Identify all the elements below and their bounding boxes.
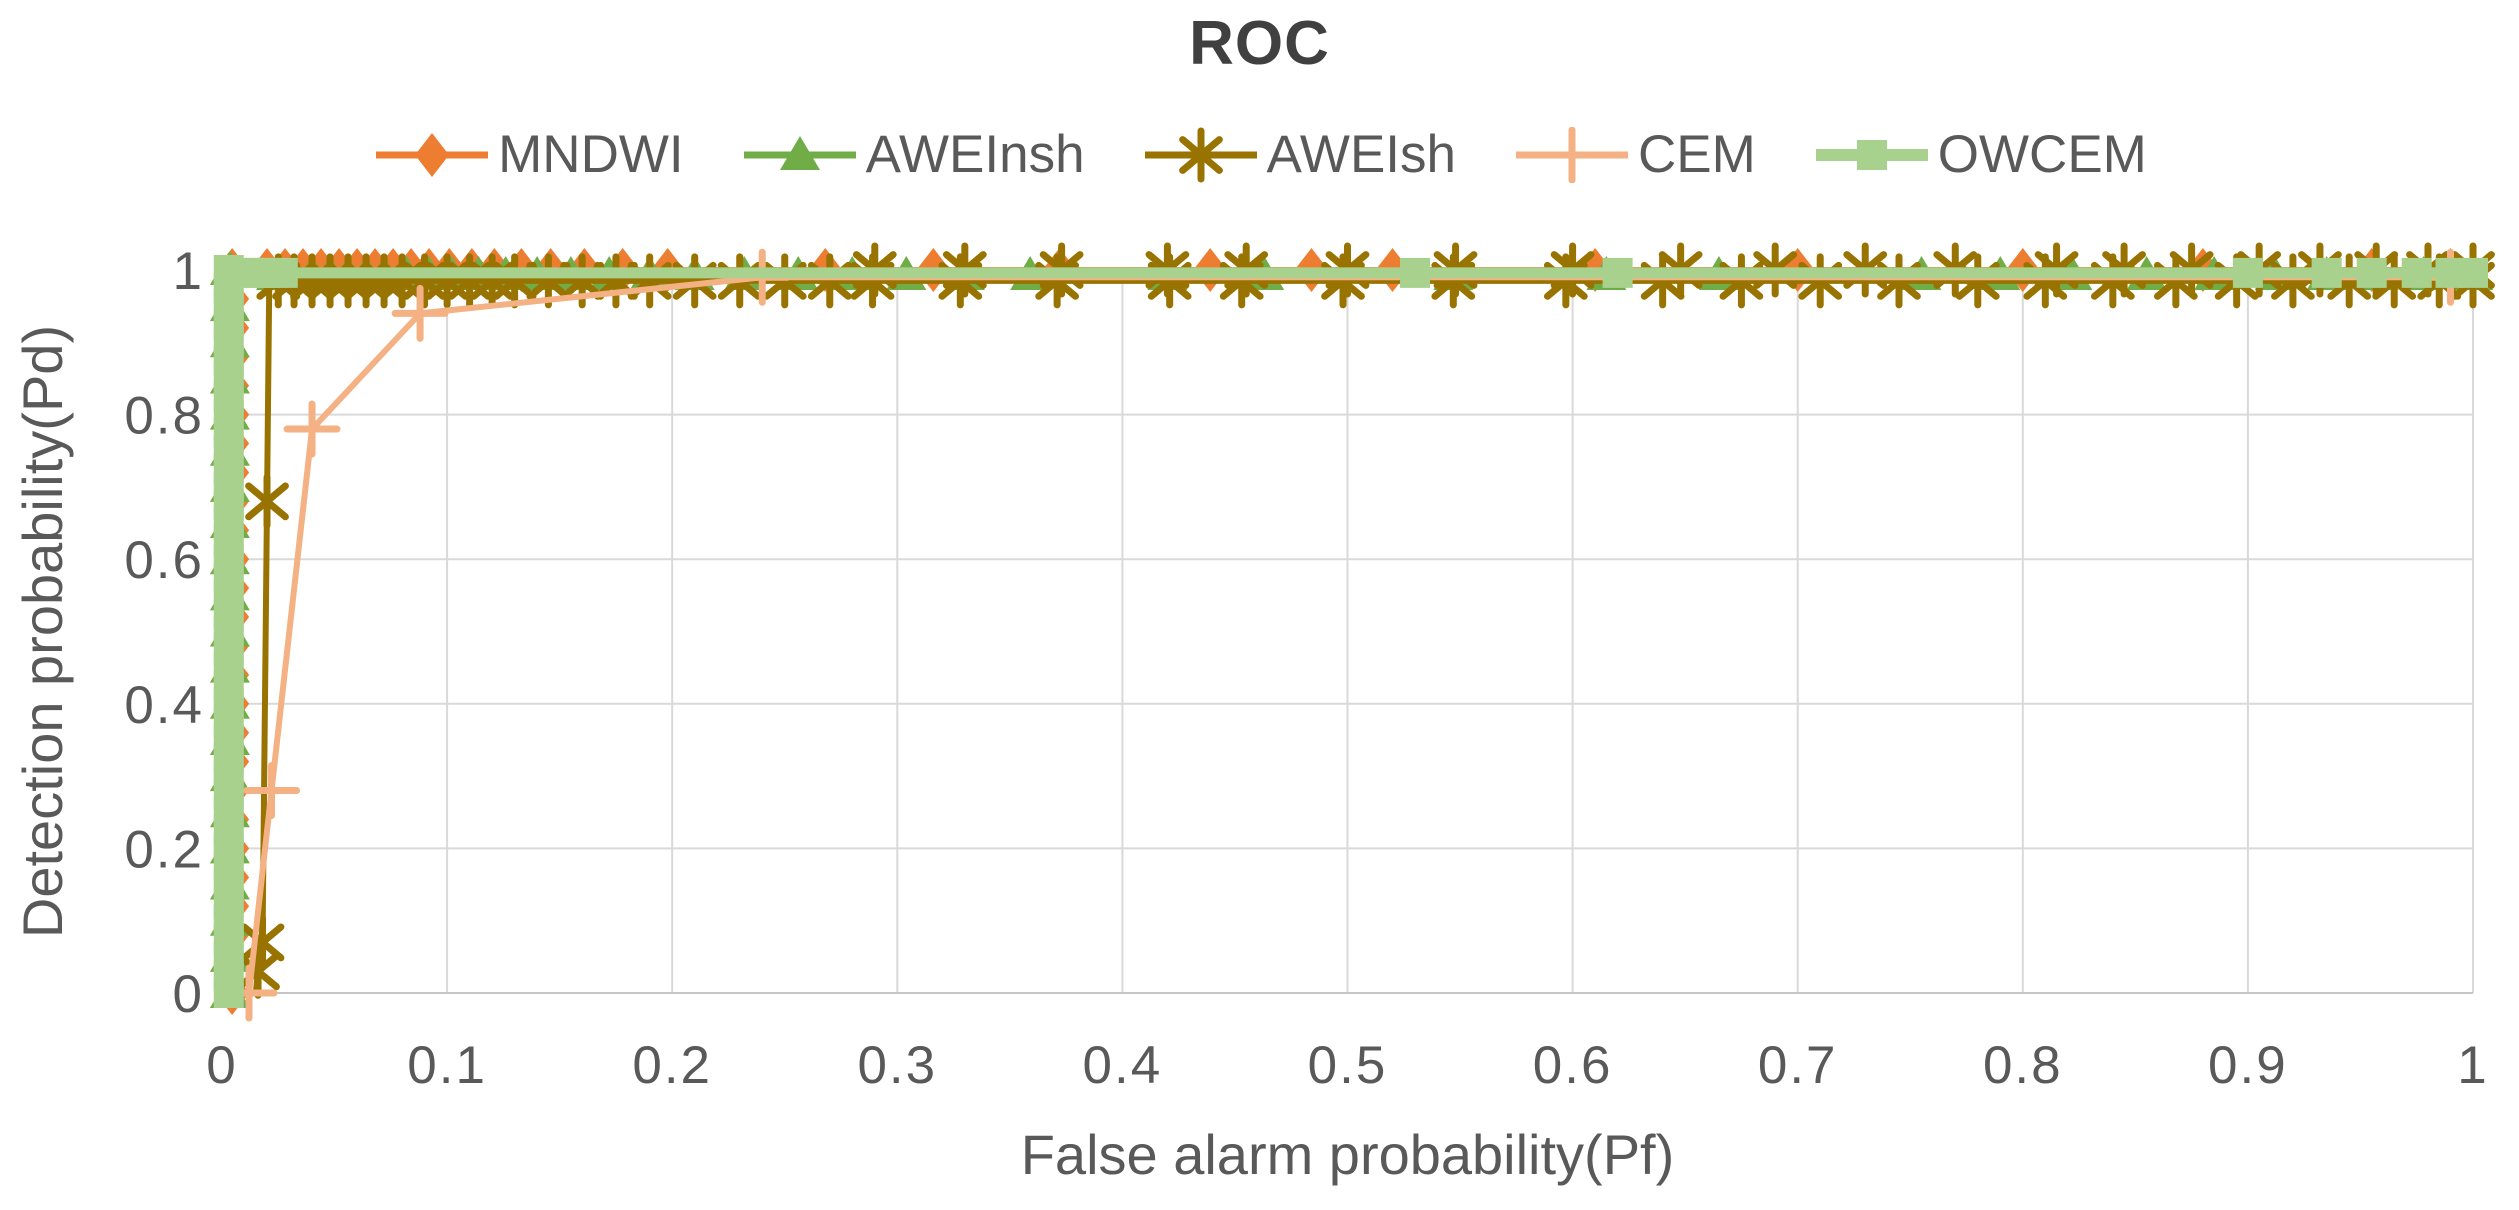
- square-marker: [267, 257, 298, 288]
- legend-label: AWEInsh: [865, 125, 1085, 184]
- series-line-mndwi: [229, 267, 2473, 993]
- legend-label: CEM: [1638, 125, 1756, 184]
- legend-item-aweinsh: AWEInsh: [740, 124, 1085, 185]
- series-line-aweish: [252, 277, 2473, 994]
- y-tick-label: 1: [173, 242, 204, 301]
- square-marker: [1400, 257, 1431, 288]
- square-marker: [2401, 257, 2432, 288]
- y-tick-label: 0.6: [124, 531, 204, 590]
- x-tick-label: 0.5: [1308, 1036, 1388, 1095]
- triangle-marker: [779, 135, 820, 170]
- x-tick-label: 0.8: [1983, 1036, 2063, 1095]
- legend-swatch-diamond-icon: [376, 132, 489, 177]
- x-tick-label: 0.9: [2208, 1036, 2288, 1095]
- square-marker: [1602, 257, 1633, 288]
- x-tick-label: 0: [206, 1036, 237, 1095]
- legend-swatch-star-icon: [1144, 127, 1257, 182]
- legend-swatch-square-icon: [1815, 139, 1928, 170]
- legend-label: AWEIsh: [1266, 125, 1457, 184]
- x-tick-label: 0.2: [632, 1036, 712, 1095]
- series-line-aweinsh: [226, 272, 2473, 993]
- x-tick-label: 0.3: [857, 1036, 937, 1095]
- chart-title: ROC: [1189, 9, 1330, 78]
- star-marker: [1178, 135, 1223, 174]
- x-tick-label: 0.4: [1083, 1036, 1163, 1095]
- square-marker: [2311, 257, 2342, 288]
- square-marker: [2356, 257, 2387, 288]
- square-marker: [2232, 257, 2263, 288]
- y-tick-label: 0.4: [124, 676, 204, 735]
- legend-swatch-plus-icon: [1516, 126, 1629, 183]
- y-tick-label: 0.2: [124, 820, 204, 879]
- legend-item-owcem: OWCEM: [1812, 124, 2147, 185]
- legend: MNDWI AWEInsh AWEIsh CEM OWCEM: [0, 124, 2519, 185]
- legend-item-cem: CEM: [1512, 124, 1756, 185]
- series-line-owcem: [223, 265, 2473, 993]
- y-tick-label: 0: [173, 965, 204, 1024]
- y-axis-title: Detection probability(Pd): [11, 324, 74, 939]
- diamond-marker: [415, 132, 450, 177]
- square-marker: [2458, 257, 2488, 288]
- star-marker: [245, 482, 289, 521]
- x-tick-label: 0.1: [407, 1036, 487, 1095]
- legend-swatch-triangle-icon: [743, 135, 856, 170]
- x-axis-title: False alarm probability(Pf): [1020, 1123, 1675, 1186]
- x-tick-label: 0.7: [1758, 1036, 1838, 1095]
- star-marker: [240, 923, 285, 962]
- x-tick-label: 1: [2457, 1036, 2488, 1095]
- legend-item-aweish: AWEIsh: [1141, 124, 1456, 185]
- legend-item-mndwi: MNDWI: [372, 124, 684, 185]
- x-tick-label: 0.6: [1533, 1036, 1613, 1095]
- series-line-cem: [246, 274, 2473, 994]
- legend-label: MNDWI: [498, 125, 684, 184]
- star-marker: [236, 952, 280, 991]
- square-marker: [1856, 139, 1887, 170]
- y-tick-label: 0.8: [124, 387, 204, 446]
- legend-label: OWCEM: [1937, 125, 2147, 184]
